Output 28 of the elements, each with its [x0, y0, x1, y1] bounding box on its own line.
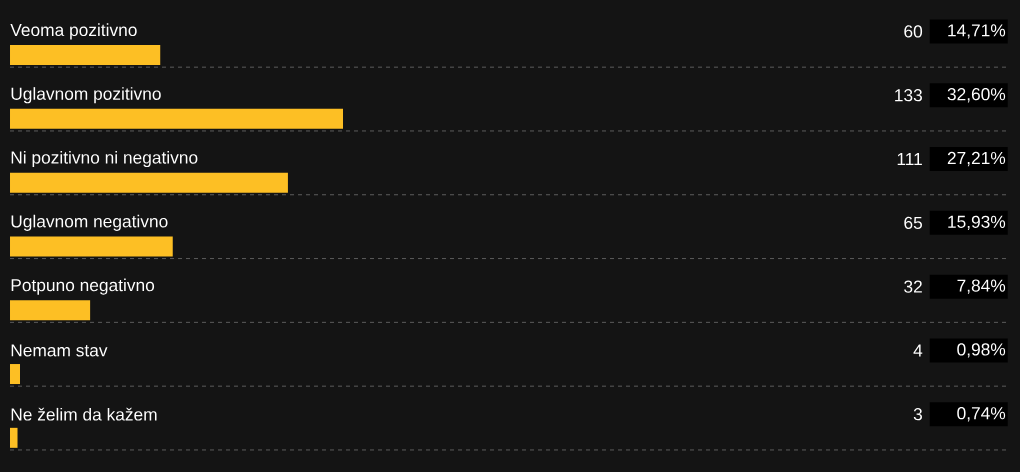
text: 32,60% [947, 88, 1006, 103]
text: 0,74% [957, 407, 1006, 422]
y-tick-label: Uglavnom pozitivno [11, 87, 161, 104]
text: 14,71% [948, 24, 1006, 39]
data-label: 32 [904, 280, 922, 293]
y-tick-label: Potpuno negativno [11, 278, 155, 295]
y-tick-label: Uglavnom negativno [11, 214, 168, 231]
text: 7,84% [957, 279, 1006, 294]
y-tick-label: Nemam stav [11, 344, 108, 357]
text: 0,98% [957, 343, 1006, 358]
bar [10, 172, 288, 193]
bar [10, 108, 344, 129]
y-tick-label: Ne želim da kažem [11, 407, 157, 421]
bar [10, 45, 161, 66]
text: 15,93% [948, 215, 1006, 230]
data-label: 111 [897, 153, 922, 165]
bar [10, 364, 21, 385]
data-label: 133 [895, 89, 922, 102]
data-label: 4 [913, 344, 923, 357]
data-label: 60 [904, 25, 923, 38]
bar [10, 427, 18, 448]
data-label: 65 [904, 216, 923, 229]
data-label: 3 [913, 408, 922, 421]
text: 27,21% [947, 151, 1006, 167]
bar [10, 300, 91, 321]
bar [10, 236, 173, 257]
y-tick-label: Veoma pozitivno [10, 23, 137, 40]
y-tick-label: Ni pozitivno ni negativno [11, 150, 198, 168]
